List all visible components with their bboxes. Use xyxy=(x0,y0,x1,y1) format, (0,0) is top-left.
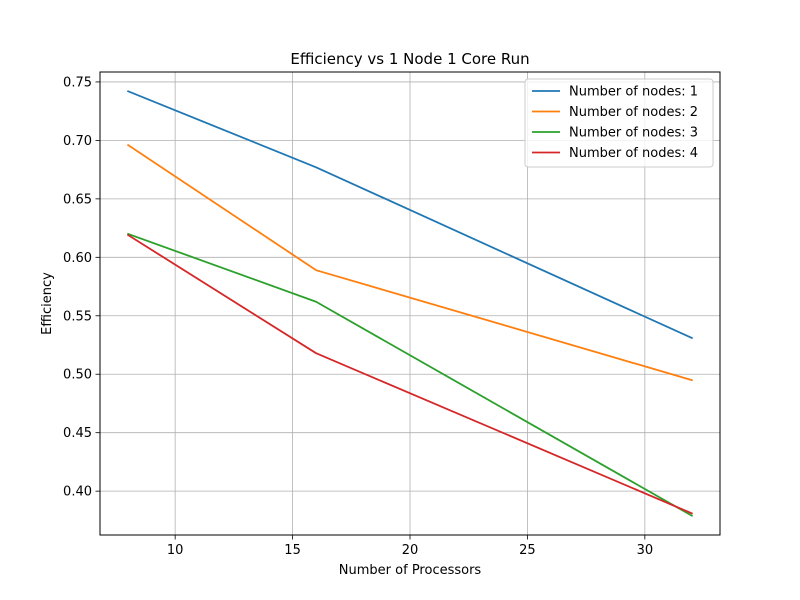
x-tick-label: 15 xyxy=(284,543,301,558)
x-tick-label: 10 xyxy=(167,543,184,558)
series-line-4 xyxy=(126,233,694,515)
grid-lines xyxy=(100,72,720,535)
x-axis-label: Number of Processors xyxy=(339,563,482,578)
y-tick-label: 0.50 xyxy=(63,368,92,383)
y-tick-label: 0.40 xyxy=(63,485,92,500)
chart-title: Efficiency vs 1 Node 1 Core Run xyxy=(290,50,529,68)
y-tick-label: 0.70 xyxy=(63,134,92,149)
axis-ticks: 10 15 20 25 30 0.40 0.45 0.50 0.55 0.60 0.65 0.70 0.… xyxy=(63,75,653,558)
legend-label-2: Number of nodes: 2 xyxy=(569,105,698,120)
x-tick-label: 30 xyxy=(637,543,654,558)
y-axis-label: Efficiency xyxy=(40,272,55,335)
series-lines xyxy=(126,90,694,517)
legend-box xyxy=(524,78,714,168)
legend-label-1: Number of nodes: 1 xyxy=(569,85,698,100)
y-tick-label: 0.75 xyxy=(63,75,92,90)
legend: Number of nodes: 1 Number of nodes: 2 Numb… xyxy=(524,78,714,168)
y-tick-label: 0.45 xyxy=(63,426,92,441)
y-tick-label: 0.65 xyxy=(63,192,92,207)
series-line-3 xyxy=(127,232,694,517)
series-line-2 xyxy=(126,143,693,382)
x-tick-label: 20 xyxy=(402,543,419,558)
series-line-1 xyxy=(127,90,694,340)
x-tick-label: 25 xyxy=(519,543,536,558)
y-tick-label: 0.60 xyxy=(63,251,92,266)
y-tick-label: 0.55 xyxy=(63,309,92,324)
legend-label-4: Number of nodes: 4 xyxy=(569,146,698,161)
legend-label-3: Number of nodes: 3 xyxy=(569,126,698,141)
